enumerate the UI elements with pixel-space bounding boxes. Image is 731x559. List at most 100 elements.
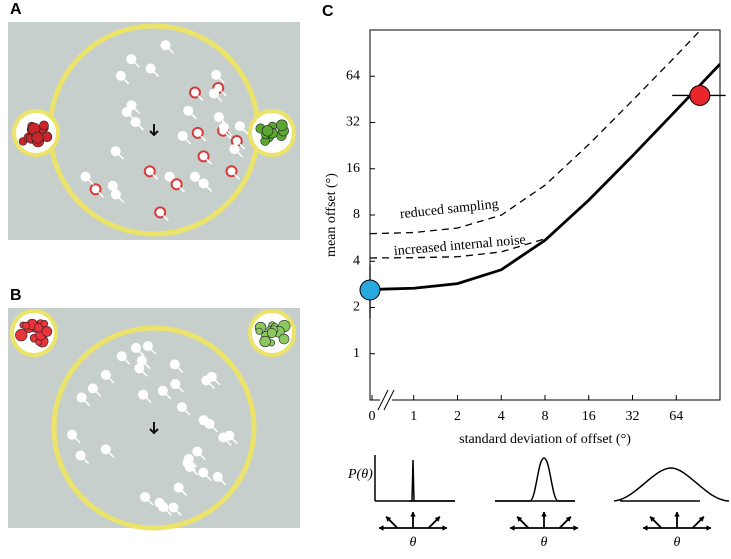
dot-tail	[220, 479, 227, 486]
dot-tail	[233, 173, 241, 180]
dot-tail	[177, 386, 184, 393]
dot	[67, 429, 78, 440]
arrow-head	[378, 525, 384, 531]
dot-tail	[118, 153, 125, 160]
panel-a-art	[12, 23, 296, 237]
y-tick-label: 2	[353, 300, 360, 315]
target-blob	[22, 321, 30, 330]
x-tick-label: 16	[582, 409, 596, 424]
arrow-head	[434, 516, 441, 522]
dot-tail	[220, 90, 227, 97]
dot	[126, 54, 137, 65]
dot	[224, 430, 235, 441]
target-blob	[266, 327, 277, 338]
arrow-head	[642, 525, 648, 531]
dot	[189, 171, 200, 182]
dot	[76, 392, 87, 403]
dot	[115, 70, 126, 81]
arrow-head	[509, 525, 515, 531]
x-tick-label: 4	[498, 409, 505, 424]
dot-tail	[83, 457, 90, 465]
target-blob	[15, 328, 28, 342]
dot	[164, 171, 175, 182]
dot-tail	[206, 158, 213, 165]
arrow-head	[649, 516, 656, 522]
arrow-head	[516, 516, 523, 522]
y-tick-label: 8	[353, 207, 360, 222]
data-point	[689, 84, 711, 106]
x-tick-label: 1	[410, 409, 417, 424]
dot-tail	[162, 214, 169, 221]
y-tick-label: 32	[346, 115, 360, 130]
dot	[198, 178, 209, 189]
series-line	[370, 238, 546, 259]
dot-tail	[206, 422, 213, 429]
dot-tail	[206, 185, 213, 192]
arrow-head	[674, 511, 680, 517]
panel-label: B	[10, 287, 22, 304]
series-line	[370, 63, 720, 291]
dot-tail	[236, 151, 243, 158]
dot	[110, 146, 121, 157]
dot	[192, 446, 203, 457]
dot-tail	[190, 113, 197, 120]
dot-tail	[150, 348, 157, 355]
arrow-head	[541, 511, 547, 517]
target-blob	[255, 327, 263, 335]
distractor	[225, 165, 238, 178]
annotation: increased internal noise	[393, 233, 526, 259]
dot-tail	[189, 465, 197, 472]
distractor	[189, 86, 202, 99]
distractor	[197, 150, 210, 163]
dot-tail	[87, 179, 95, 186]
distractor	[143, 165, 156, 178]
dot	[170, 379, 181, 390]
dot-tail	[199, 453, 206, 461]
dot	[176, 402, 187, 413]
dot	[173, 482, 184, 493]
target-blob	[276, 119, 288, 131]
series-group	[370, 30, 720, 291]
dot-tail	[144, 363, 151, 370]
dot	[218, 122, 229, 133]
distractor	[154, 206, 167, 219]
dot-tail	[165, 509, 172, 516]
annotation: reduced sampling	[399, 197, 499, 222]
arena	[51, 325, 257, 531]
dot	[142, 341, 153, 352]
dot-tail	[208, 382, 215, 389]
dot-tail	[216, 95, 223, 103]
dot-tail	[124, 358, 131, 365]
dot-tail	[118, 196, 125, 204]
dot	[140, 492, 151, 503]
dot	[116, 351, 127, 362]
x-axis-label: standard deviation of offset (°)	[459, 432, 631, 447]
dot-tail	[191, 461, 198, 468]
x-tick-label: 0	[369, 409, 376, 424]
dot	[134, 363, 145, 374]
dot	[234, 121, 245, 132]
dot-tail	[84, 400, 91, 407]
dot	[182, 457, 193, 468]
arrow-head	[573, 525, 579, 531]
x-tick-label: 64	[669, 409, 683, 424]
dot	[177, 130, 188, 141]
dot-tail	[133, 107, 141, 114]
distribution-x-label: θ	[541, 535, 548, 550]
dot-tail	[167, 47, 174, 54]
dot-tail	[133, 61, 140, 68]
dot-tail	[175, 509, 182, 516]
dot-tail	[152, 173, 159, 180]
arrow-head	[565, 516, 572, 522]
dot-tail	[177, 366, 184, 373]
dot	[169, 359, 180, 370]
x-tick-label: 2	[454, 409, 461, 424]
arrow-head	[410, 511, 416, 517]
dot-tail	[98, 191, 105, 198]
series-line	[370, 30, 702, 235]
target-blob	[278, 333, 290, 345]
dot-tail	[242, 128, 249, 135]
arrow-head	[385, 516, 392, 522]
axis-break-mark	[383, 389, 395, 411]
dot	[160, 40, 171, 51]
